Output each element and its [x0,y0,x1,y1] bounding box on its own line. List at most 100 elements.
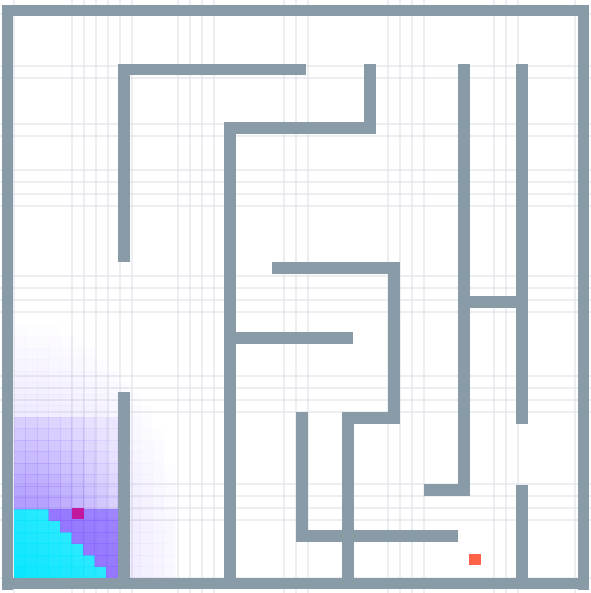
heatmap-cell [129,555,141,567]
heatmap-cell [25,394,38,406]
maze-wall [2,5,13,590]
heatmap-cell [60,463,72,475]
heatmap-cell [60,555,72,567]
maze-wall [236,332,353,344]
heatmap-cell [25,405,38,418]
heatmap-cell [60,428,72,441]
heatmap-cell [106,382,118,395]
heatmap-cell [152,451,164,464]
heatmap-cell [71,474,84,487]
heatmap-cell [71,394,84,406]
heatmap-cell [60,566,72,579]
heatmap-cell [106,405,118,418]
heatmap-cell [48,486,61,498]
heatmap-cell [71,382,84,395]
heatmap-cell [152,509,164,521]
heatmap-cell [129,520,141,533]
heatmap-cell [25,520,38,533]
heatmap-cell [14,451,26,464]
heatmap-cell [48,348,61,360]
heatmap-cell [48,509,61,521]
heatmap-cell [163,543,176,556]
heatmap-cell [152,555,164,567]
heatmap-cell [37,566,49,579]
maze-wall [296,412,308,542]
heatmap-cell [83,532,95,544]
maze-wall [2,578,589,589]
heatmap-cell [37,486,49,498]
heatmap-cell [37,463,49,475]
heatmap-cell [83,474,95,487]
heatmap-cell [37,440,49,452]
heatmap-cell [71,428,84,441]
heatmap-cell [14,497,26,510]
heatmap-cell [60,486,72,498]
heatmap-cell [106,520,118,533]
heatmap-cell [83,348,95,360]
maze-wall [118,64,130,262]
heatmap-cell [83,417,95,429]
heatmap-cell [129,463,141,475]
heatmap-cell [60,543,72,556]
heatmap-cell [37,382,49,395]
heatmap-cell [94,463,107,475]
heatmap-cell [164,475,176,487]
heatmap-cell [152,463,164,475]
heatmap-cell [106,543,118,556]
heatmap-cell [37,394,49,406]
heatmap-cell [37,451,49,464]
heatmap-cell [37,405,49,418]
heatmap-cell [129,451,141,464]
maze-wall [118,392,130,582]
heatmap-cell [140,474,153,487]
heatmap-cell [14,325,26,337]
heatmap-cell [71,405,84,418]
heatmap-cell [60,359,72,372]
heatmap-cell [25,486,38,498]
heatmap-cell [106,428,118,441]
heatmap-cell [37,371,49,383]
heatmap-cell [60,451,72,464]
maze-wall [458,296,528,308]
heatmap-cell [72,337,84,349]
heatmap-cell [94,486,107,498]
heatmap-cell [48,405,61,418]
heatmap-cell [106,463,118,475]
heatmap-cell [25,555,38,567]
heatmap-cell [71,348,84,360]
heatmap-cell [25,371,38,383]
heatmap-cell [71,486,84,498]
heatmap-cell [129,532,141,544]
heatmap-cell [25,566,38,579]
heatmap-cell [129,497,141,510]
heatmap-cell [71,543,84,556]
heatmap-cell [71,520,84,533]
heatmap-cell [164,463,176,475]
heatmap-cell [48,428,61,441]
heatmap-cell [106,394,118,406]
heatmap-cell [94,451,107,464]
markers [72,508,481,565]
heatmap-cell [129,428,141,441]
heatmap-cell [60,532,72,544]
heatmap-cell [94,474,107,487]
heatmap-cell [25,497,38,510]
heatmap-cell [14,532,26,544]
heatmap-cell [49,325,61,337]
heatmap-cell [106,532,118,544]
heatmap-cell [129,486,141,498]
heatmap-cell [83,463,95,475]
maze-wall [578,5,589,590]
maze-wall [296,530,458,542]
heatmap-cell [129,543,141,556]
heatmap-cell [37,359,49,372]
heatmap-cell [152,532,164,544]
heatmap-cell [106,371,118,383]
heatmap-cell [25,428,38,441]
heatmap-cell [140,463,153,475]
heatmap-cell [25,451,38,464]
heatmap-cell [48,336,61,349]
heatmap-cell [94,371,107,383]
heatmap-cell [37,543,49,556]
